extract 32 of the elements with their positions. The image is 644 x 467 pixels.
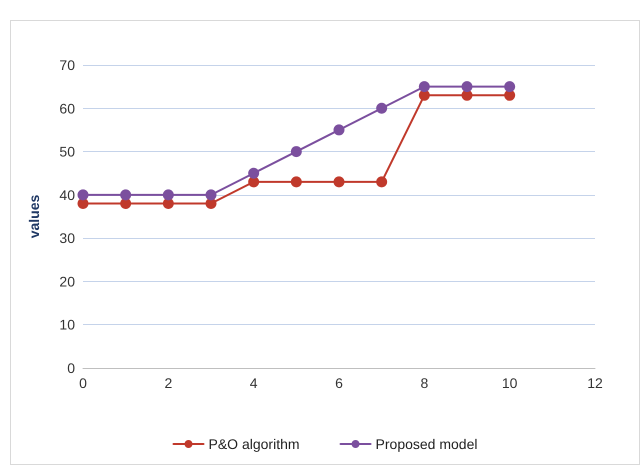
point (290, 146, 302, 158)
y-tick-label: 30 (59, 230, 76, 246)
point (162, 189, 174, 200)
point (462, 81, 472, 92)
y-tick-label: 0 (67, 360, 76, 376)
point (418, 81, 430, 92)
y-tick-label: 70 (59, 57, 76, 73)
legend-label: Proposed model (376, 436, 478, 452)
point (248, 168, 260, 179)
x-tick-label: 4 (250, 375, 258, 391)
x-tick-label: 0 (79, 375, 88, 391)
legend-label: P&O algorithm (208, 436, 300, 452)
x-tick-label: 6 (335, 375, 344, 391)
point (206, 189, 216, 200)
x-tick-label: 8 (420, 375, 428, 391)
point (290, 176, 302, 188)
y-axis-title: values (26, 194, 42, 238)
y-tick-label: 60 (59, 100, 76, 116)
point (120, 189, 132, 200)
point (376, 102, 388, 114)
y-tick-label: 50 (59, 144, 76, 160)
point (78, 189, 88, 200)
point (376, 176, 388, 188)
point (504, 81, 516, 92)
y-tick-label: 20 (59, 273, 76, 290)
x-tick-label: 12 (587, 375, 603, 391)
x-tick-label: 2 (164, 375, 172, 391)
point (334, 124, 344, 136)
y-tick-label: 10 (59, 316, 76, 333)
y-tick-label: 40 (59, 186, 76, 203)
x-tick-label: 10 (502, 375, 518, 391)
point (334, 176, 344, 188)
